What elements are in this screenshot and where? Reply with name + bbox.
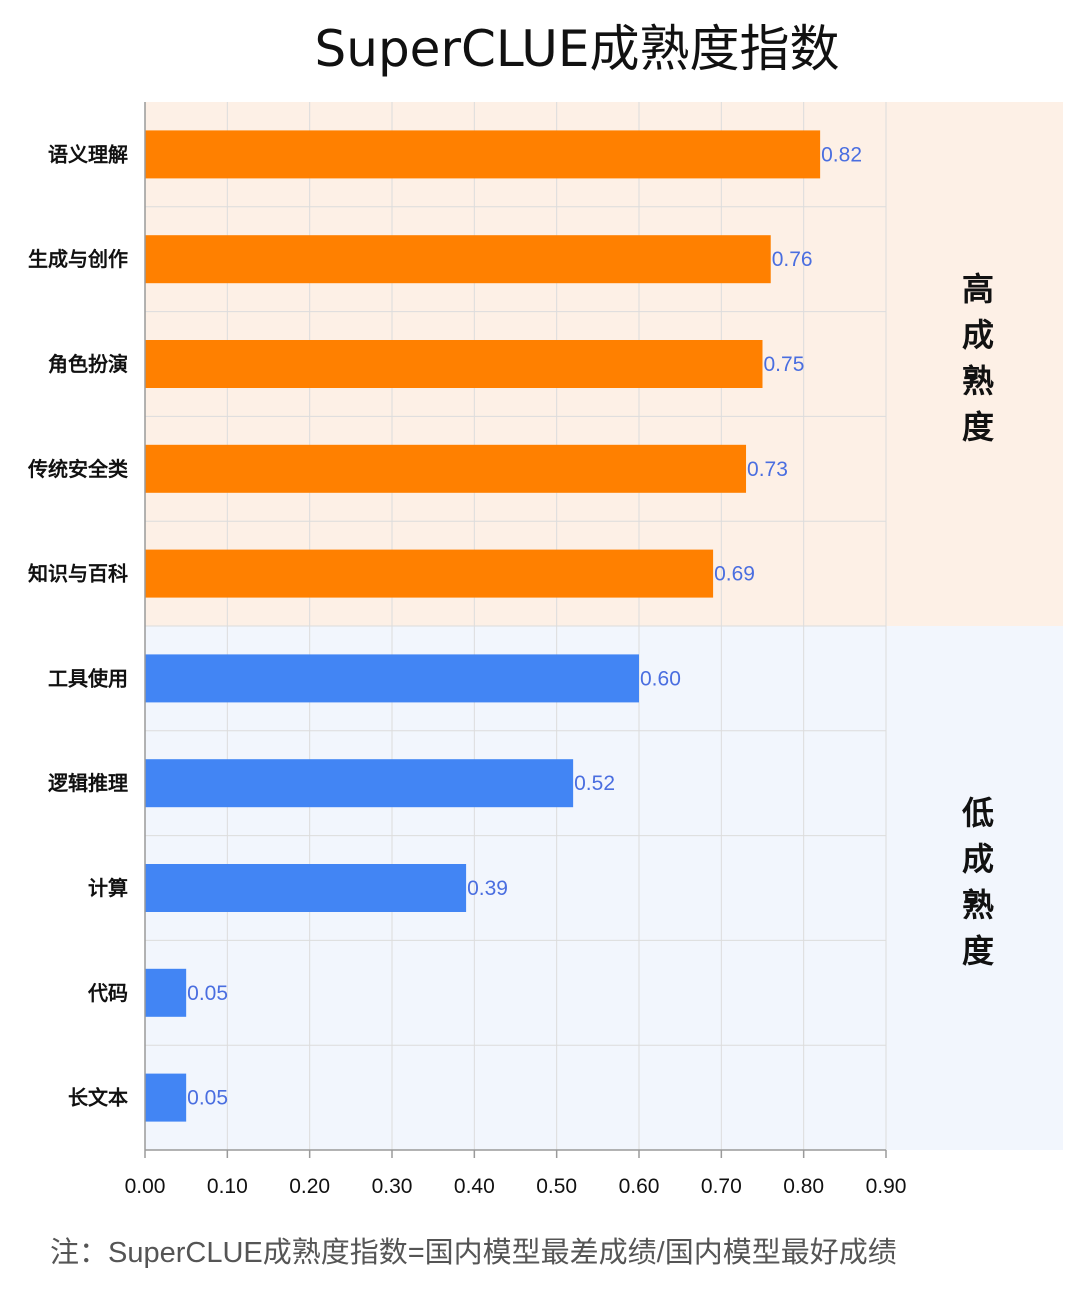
bar-代码	[145, 968, 187, 1017]
bar-工具使用	[145, 654, 639, 703]
x-tick-label: 0.60	[619, 1175, 660, 1198]
zone-label-char: 度	[962, 408, 994, 446]
category-label: 语义理解	[48, 142, 128, 166]
value-label: 0.73	[747, 458, 788, 481]
bar-知识与百科	[145, 549, 714, 598]
value-label: 0.39	[467, 877, 508, 900]
value-label: 0.52	[574, 772, 615, 795]
x-tick-label: 0.30	[372, 1175, 413, 1198]
value-label: 0.05	[187, 1087, 228, 1110]
x-tick-label: 0.00	[125, 1175, 166, 1198]
category-label: 代码	[87, 981, 128, 1005]
x-tick-label: 0.80	[783, 1175, 824, 1198]
value-label: 0.76	[772, 248, 813, 271]
category-label: 长文本	[68, 1086, 128, 1110]
category-label: 知识与百科	[28, 562, 128, 586]
bar-角色扮演	[145, 340, 763, 388]
zone-label-char: 成	[962, 316, 994, 354]
x-tick-label: 0.40	[454, 1175, 495, 1198]
bar-计算	[145, 864, 467, 912]
category-label: 生成与创作	[28, 247, 128, 271]
category-label: 计算	[88, 876, 128, 900]
bar-生成与创作	[145, 235, 771, 284]
chart-title: SuperCLUE成熟度指数	[315, 20, 840, 78]
value-label: 0.75	[764, 353, 805, 376]
zone-label-char: 低	[962, 794, 994, 832]
category-label: 角色扮演	[48, 352, 128, 376]
bars	[145, 130, 821, 1122]
category-label: 逻辑推理	[48, 771, 128, 795]
zone-label-char: 高	[962, 270, 994, 308]
zone-label-char: 熟	[962, 886, 994, 924]
bar-逻辑推理	[145, 759, 574, 808]
maturity-bands	[145, 102, 1063, 1150]
x-tick-label: 0.10	[207, 1175, 248, 1198]
value-label: 0.69	[714, 563, 755, 586]
category-label: 传统安全类	[27, 457, 128, 481]
zone-label-char: 熟	[962, 362, 994, 400]
value-label: 0.05	[187, 982, 228, 1005]
x-tick-label: 0.70	[701, 1175, 742, 1198]
bar-语义理解	[145, 130, 821, 179]
bar-传统安全类	[145, 444, 747, 493]
zone-label-char: 度	[962, 932, 994, 970]
value-label: 0.60	[640, 667, 681, 690]
category-label: 工具使用	[48, 666, 128, 690]
footnote: 注：SuperCLUE成熟度指数=国内模型最差成绩/国内模型最好成绩	[50, 1236, 897, 1269]
bar-长文本	[145, 1073, 187, 1122]
value-labels: 0.82 0.76 0.75 0.73 0.69 0.60 0.52 0.39 0.05 0.05	[187, 143, 862, 1109]
value-label: 0.82	[821, 143, 862, 166]
x-tick-label: 0.50	[536, 1175, 577, 1198]
x-axis: 0.00 0.10 0.20 0.30 0.40 0.50 0.60 0.70 0.80 0.90	[125, 102, 907, 1198]
x-tick-label: 0.90	[866, 1175, 907, 1198]
zone-label-char: 成	[962, 840, 994, 878]
x-tick-label: 0.20	[289, 1175, 330, 1198]
